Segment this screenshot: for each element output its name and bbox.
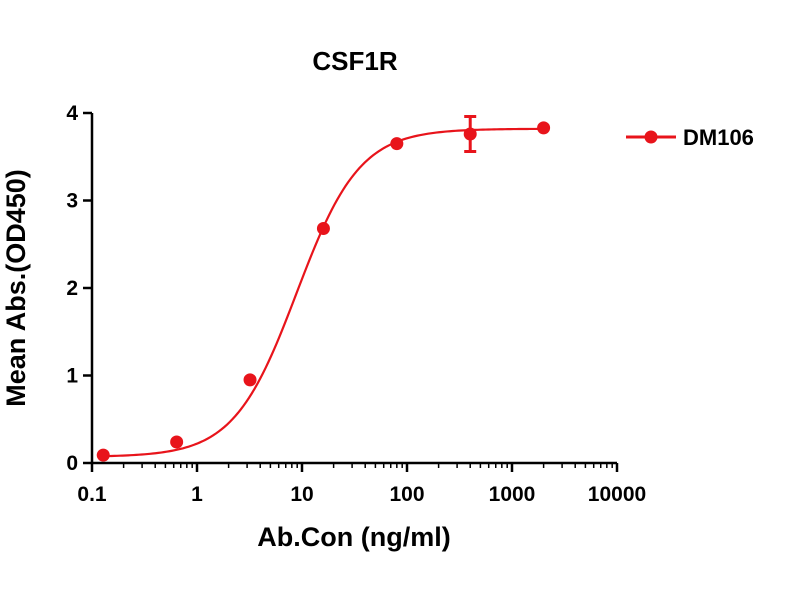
- y-tick-label: 3: [66, 190, 78, 213]
- y-ticks: 0 1 2 3 4: [66, 102, 92, 475]
- data-point: [463, 127, 477, 141]
- data-point: [390, 137, 404, 151]
- data-point: [170, 435, 184, 449]
- x-ticks: 0.1 1 10 100 1000 10000: [77, 463, 646, 506]
- chart-title: CSF1R: [312, 46, 397, 76]
- y-tick-label: 0: [66, 452, 78, 475]
- data-point: [243, 373, 257, 387]
- legend: DM106: [626, 125, 754, 150]
- legend-label-dm106: DM106: [683, 125, 754, 150]
- legend-marker-swatch: [644, 130, 658, 144]
- y-tick-label: 1: [66, 365, 78, 388]
- data-point: [96, 448, 110, 462]
- plot-area: [96, 115, 551, 462]
- x-tick-label: 1: [191, 483, 203, 506]
- data-point: [316, 222, 330, 235]
- y-tick-label: 4: [66, 102, 78, 125]
- x-tick-label: 0.1: [77, 483, 107, 506]
- y-axis: 0 1 2 3 4: [66, 102, 94, 475]
- data-point: [537, 121, 551, 135]
- fit-curve-dm106: [103, 127, 544, 458]
- x-axis: 0.1 1 10 100 1000 10000: [77, 461, 646, 506]
- y-axis-label: Mean Abs.(OD450): [1, 169, 31, 407]
- x-tick-label: 10: [290, 483, 313, 506]
- x-tick-label: 10000: [588, 483, 646, 506]
- x-tick-label: 100: [389, 483, 424, 506]
- y-tick-label: 2: [66, 277, 78, 300]
- x-tick-label: 1000: [489, 483, 536, 506]
- x-axis-label: Ab.Con (ng/ml): [257, 522, 450, 552]
